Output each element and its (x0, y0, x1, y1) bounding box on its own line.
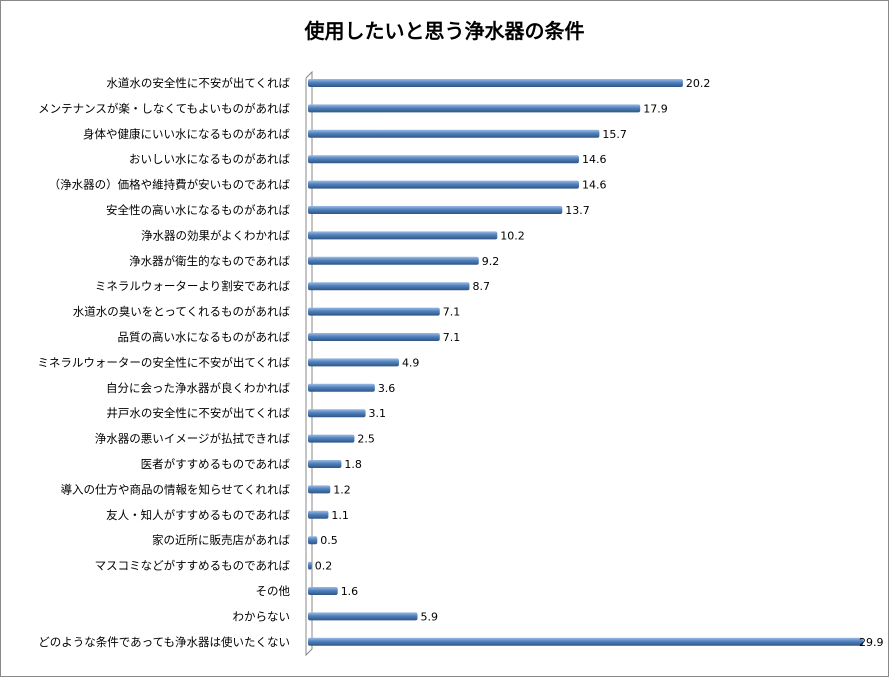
value-label: 7.1 (443, 306, 461, 319)
value-label: 8.7 (472, 280, 490, 293)
category-label: 身体や健康にいい水になるものがあれば (83, 127, 290, 141)
bar (308, 536, 318, 545)
bar (308, 587, 338, 595)
bar (308, 637, 863, 646)
category-label: 自分に会った浄水器が良くわかれば (106, 381, 290, 395)
category-label: 友人・知人がすすめるものであれば (106, 508, 290, 522)
category-label: （浄水器の）価格や維持費が安いものであれば (49, 178, 291, 192)
bar (308, 180, 579, 189)
value-label: 1.2 (333, 483, 351, 496)
bar (308, 612, 418, 621)
bar (308, 510, 329, 519)
bar (308, 561, 312, 570)
bar (308, 206, 563, 214)
value-label: 4.9 (402, 356, 420, 369)
category-label: おいしい水になるものがあれば (129, 152, 290, 166)
chart-title: 使用したいと思う浄水器の条件 (304, 19, 585, 43)
bar (308, 256, 479, 265)
value-label: 14.6 (582, 179, 607, 192)
value-label: 1.8 (344, 458, 362, 471)
category-label: 浄水器が衛生的なものであれば (129, 254, 290, 268)
category-label: 浄水器の悪いイメージが払拭できれば (95, 432, 291, 446)
category-label: マスコミなどがすすめるものであれば (95, 559, 291, 573)
value-label: 3.1 (369, 407, 387, 420)
category-label: メンテナンスが楽・しなくてもよいものがあれば (38, 101, 290, 115)
category-label: 安全性の高い水になるものがあれば (106, 203, 290, 217)
category-label: 品質の高い水になるものがあれば (118, 330, 291, 344)
value-label: 0.2 (315, 560, 333, 573)
bar (308, 409, 366, 418)
value-label: 13.7 (565, 204, 590, 217)
value-label: 1.1 (331, 509, 349, 522)
bar (308, 231, 498, 240)
category-label: 導入の仕方や商品の情報を知らせてくれれば (61, 482, 291, 496)
bar (308, 129, 600, 138)
category-label: 医者がすすめるものであれば (141, 457, 291, 471)
value-label: 5.9 (421, 610, 439, 623)
category-label: 浄水器の効果がよくわかれば (141, 228, 290, 242)
bar (308, 358, 399, 367)
value-label: 15.7 (602, 128, 627, 141)
value-label: 14.6 (582, 153, 607, 166)
category-label: ミネラルウォーターの安全性に不安が出てくれば (37, 355, 290, 369)
bar (308, 485, 331, 494)
bar (308, 333, 440, 341)
category-label: 水道水の臭いをとってくれるものがあれば (73, 305, 291, 319)
value-label: 2.5 (357, 433, 375, 446)
bar (308, 155, 579, 164)
value-label: 20.2 (686, 77, 711, 90)
value-label: 3.6 (378, 382, 396, 395)
category-label: 井戸水の安全性に不安が出てくれば (106, 406, 290, 420)
category-label: わからない (233, 609, 291, 623)
category-label: 水道水の安全性に不安が出てくれば (106, 76, 290, 90)
value-label: 17.9 (643, 102, 668, 115)
category-label: どのような条件であっても浄水器は使いたくない (38, 635, 290, 649)
value-label: 29.9 (859, 636, 884, 649)
bar (308, 460, 342, 468)
category-axis (305, 70, 313, 657)
value-label: 10.2 (500, 229, 525, 242)
bar (308, 307, 440, 316)
bar (308, 282, 470, 291)
bar (308, 383, 375, 392)
bar (308, 104, 641, 113)
value-label: 0.5 (320, 534, 338, 547)
bar (308, 434, 355, 443)
bar (308, 79, 683, 87)
category-label: ミネラルウォーターより割安であれば (95, 279, 291, 293)
value-label: 9.2 (482, 255, 500, 268)
value-label: 7.1 (443, 331, 461, 344)
value-label: 1.6 (341, 585, 359, 598)
category-label: その他 (256, 584, 291, 598)
category-label: 家の近所に販売店があれば (152, 533, 290, 547)
